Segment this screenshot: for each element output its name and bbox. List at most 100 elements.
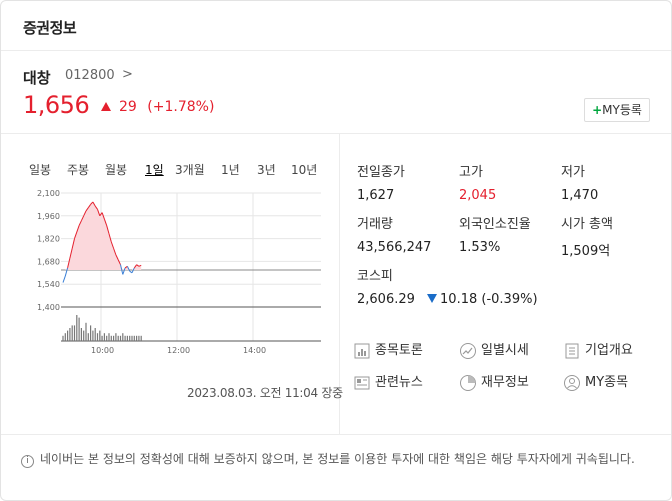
price-line-segment [136,264,140,267]
volume-bar [119,335,122,341]
metric-label: 고가 [459,165,483,180]
down-triangle-icon [427,294,438,303]
change-amount: 29 [119,99,137,115]
kospi-value: 2,606.29 [357,292,415,307]
link-discussion[interactable]: 종목토론 [353,341,423,361]
volume-bar [64,333,66,341]
price-line-segment [113,248,117,256]
intraday-price-chart[interactable]: 2,100 1,960 1,820 1,680 1,540 1,400 10:00 12:00… [25,185,325,357]
x-tick-label: 12:00 [167,346,190,355]
volume-bar [115,333,117,341]
volume-bar [140,335,142,341]
plus-icon: + [592,103,603,117]
volume-bar [129,335,131,341]
current-price: 1,656 [23,91,90,119]
price-line-segment [131,267,135,274]
my-register-button[interactable]: +MY등록 [584,98,650,122]
timestamp: 2023.08.03. 오전 11:04 장중 [187,386,343,400]
kospi-change-percent: (-0.39%) [481,292,538,307]
volume-bar [106,335,108,341]
link-label: 기업개요 [585,343,633,358]
price-line-segment [97,209,101,216]
volume-bar [71,325,73,341]
price-line-segment [115,254,119,260]
kospi-change: 10.18 [440,292,478,307]
y-tick-label: 1,680 [37,257,60,266]
chevron-right-icon[interactable]: > [122,67,133,82]
volume-bar [78,317,80,341]
divider [1,133,671,134]
volume-bar [90,325,92,341]
disclaimer: i 네이버는 본 정보의 정확성에 대해 보증하지 않으며, 본 정보를 이용한 … [21,450,661,468]
link-company-overview[interactable]: 기업개요 [563,341,633,361]
metric-low: 저가 1,470 [561,161,672,203]
price-line-segment [87,204,92,208]
card-title: 증권정보 [23,19,77,37]
my-register-label: MY등록 [602,103,642,117]
metric-label: 전일종가 [357,165,405,180]
price-change: 29 (+1.78%) [101,99,214,115]
volume-bar [131,335,133,341]
link-daily-price[interactable]: 일별시세 [459,341,529,361]
volume-bar [110,335,112,341]
user-icon [564,374,580,391]
tab-1year[interactable]: 1년 [221,163,240,177]
kospi-index[interactable]: 코스피 2,606.29 10.18 (-0.39%) [357,265,577,307]
volume-bar [126,335,128,341]
price-line-segment [122,267,126,275]
volume-bar [99,330,101,341]
tab-10year[interactable]: 10년 [291,163,318,177]
metric-value: 1,509억 [561,244,611,259]
volume-bar [92,330,94,341]
price-line-segment [138,264,142,267]
volume-bar [69,328,71,341]
chart-bars-icon [354,343,370,358]
metric-foreign-ratio: 외국인소진율 1.53% [459,213,579,255]
pie-chart-icon [460,374,476,391]
price-line-segment [80,215,85,221]
tab-3year[interactable]: 3년 [257,163,276,177]
link-label: MY종목 [585,375,629,390]
price-line-segment [94,205,98,210]
link-label: 관련뉴스 [375,375,423,390]
price-line-segment [108,233,112,242]
volume-bar [108,333,110,341]
price-line-segment [76,225,80,233]
volume-bar [67,330,69,341]
metric-high: 고가 2,045 [459,161,579,203]
y-tick-label: 1,540 [37,280,60,289]
metric-value: 43,566,247 [357,240,432,255]
price-line-segment [120,264,124,275]
tab-1day[interactable]: 1일 [145,163,164,177]
metric-value: 1.53% [459,240,501,255]
price-line-segment [74,231,78,239]
volume-bar [83,330,85,341]
tab-day-candle[interactable]: 일봉 [29,163,52,177]
link-my-stocks[interactable]: MY종목 [563,373,628,393]
change-percent: (+1.78%) [147,99,215,115]
volume-bar [94,328,96,341]
stock-code[interactable]: 012800 [65,68,115,83]
kospi-value-row: 2,606.29 10.18 (-0.39%) [357,292,577,307]
volume-bar [133,335,135,341]
price-line-segment [69,248,73,259]
price-line-segment [83,210,87,217]
tab-3month[interactable]: 3개월 [175,163,205,177]
tab-week-candle[interactable]: 주봉 [67,163,90,177]
link-financials[interactable]: 재무정보 [459,373,529,393]
list-icon [565,343,579,358]
volume-bar [122,333,124,341]
volume-bar [117,335,119,341]
price-line-segment [64,267,69,277]
metric-label: 외국인소진율 [459,217,531,232]
y-tick-label: 1,820 [37,235,60,244]
tab-month-candle[interactable]: 월봉 [105,163,128,177]
price-line-segment [85,207,89,212]
stock-name[interactable]: 대창 [23,69,51,87]
volume-bar [80,328,82,341]
volume-bar [76,315,78,341]
kospi-label: 코스피 [357,269,393,284]
metric-value: 2,045 [459,188,497,203]
link-related-news[interactable]: 관련뉴스 [353,373,423,393]
